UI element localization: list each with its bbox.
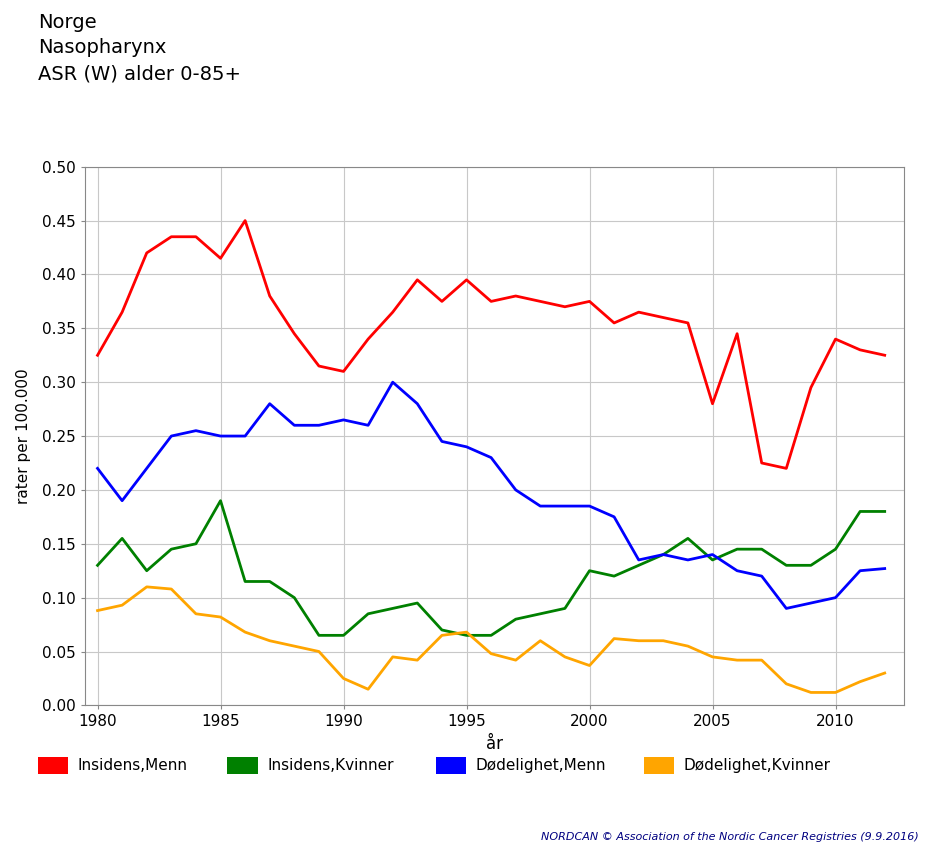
- Text: Insidens,Kvinner: Insidens,Kvinner: [267, 758, 394, 773]
- Text: Dødelighet,Menn: Dødelighet,Menn: [475, 758, 606, 773]
- Text: ASR (W) alder 0-85+: ASR (W) alder 0-85+: [38, 64, 241, 83]
- Text: NORDCAN © Association of the Nordic Cancer Registries (9.9.2016): NORDCAN © Association of the Nordic Canc…: [541, 832, 919, 842]
- Text: Insidens,Menn: Insidens,Menn: [78, 758, 188, 773]
- Text: Norge: Norge: [38, 13, 97, 32]
- Text: Nasopharynx: Nasopharynx: [38, 38, 167, 57]
- Y-axis label: rater per 100.000: rater per 100.000: [16, 369, 31, 504]
- Text: Dødelighet,Kvinner: Dødelighet,Kvinner: [684, 758, 831, 773]
- X-axis label: år: år: [487, 735, 503, 753]
